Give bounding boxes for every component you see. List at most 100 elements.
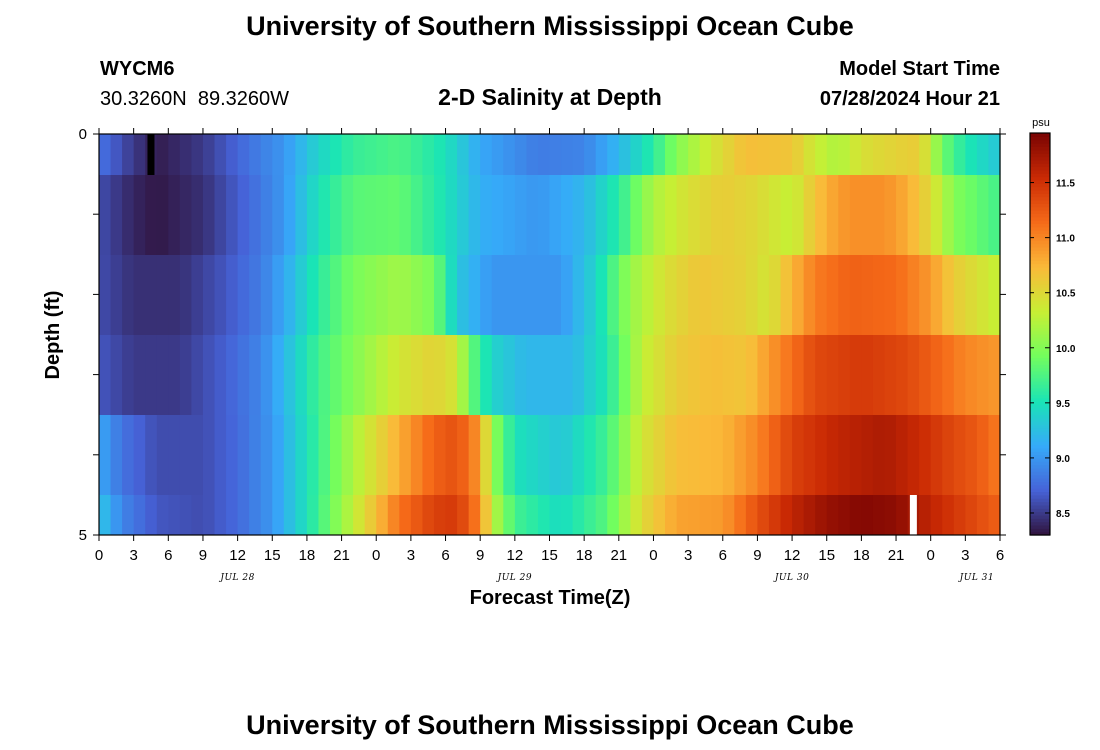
heatmap-cell <box>849 335 862 415</box>
figure-title: University of Southern Mississippi Ocean… <box>246 11 854 41</box>
heatmap-cell <box>480 495 493 535</box>
heatmap-cell <box>318 175 331 255</box>
heatmap-cell <box>341 175 354 255</box>
heatmap-cell <box>156 134 169 175</box>
heatmap-cell <box>942 255 955 335</box>
heatmap-cell <box>676 175 689 255</box>
colorbar-swatch <box>1030 149 1050 154</box>
heatmap-cell <box>457 255 470 335</box>
heatmap-cell <box>491 175 504 255</box>
colorbar-frame <box>1029 132 1051 536</box>
heatmap-cell <box>699 335 712 415</box>
x-tick-label: 3 <box>407 547 415 564</box>
heatmap-cell <box>364 415 377 495</box>
heatmap-cell <box>595 335 608 415</box>
heatmap-cell <box>179 134 193 175</box>
heatmap-cell <box>191 415 204 495</box>
heatmap-cell <box>838 134 851 175</box>
heatmap-cell <box>133 255 146 335</box>
colorbar-swatch <box>1030 417 1050 422</box>
colorbar-swatch <box>1030 394 1050 399</box>
x-tick-label: 0 <box>927 547 935 564</box>
heatmap-cell <box>930 255 943 335</box>
colorbar-swatch <box>1030 511 1050 516</box>
colorbar-swatch <box>1030 173 1050 178</box>
heatmap-cell <box>618 495 631 535</box>
heatmap-cell <box>884 415 897 495</box>
heatmap-cell <box>353 335 366 415</box>
heatmap-cell <box>202 134 216 175</box>
heatmap-cell <box>896 255 909 335</box>
heatmap-cell <box>976 335 990 415</box>
heatmap-cell <box>422 175 435 255</box>
heatmap-cell <box>722 415 735 495</box>
heatmap-cell <box>976 495 990 535</box>
heatmap-cell <box>295 175 308 255</box>
x-tick-label: 0 <box>95 547 103 564</box>
heatmap-cell <box>306 134 320 175</box>
colorbar-swatch <box>1030 334 1050 338</box>
colorbar-swatch <box>1030 521 1050 526</box>
colorbar-swatch <box>1030 203 1050 208</box>
x-tick-label: 9 <box>476 547 484 564</box>
colorbar-swatch <box>1030 317 1050 322</box>
heatmap-cell <box>953 335 966 415</box>
colorbar-swatch <box>1030 193 1050 198</box>
colorbar-swatch <box>1030 300 1050 305</box>
chart-subtitle: 2-D Salinity at Depth <box>438 84 662 110</box>
heatmap-cell <box>191 495 204 535</box>
heatmap-cell <box>514 255 527 335</box>
heatmap-cell <box>965 134 978 175</box>
heatmap-cell <box>745 175 759 255</box>
heatmap-cell <box>422 415 435 495</box>
heatmap-cell <box>792 134 805 175</box>
colorbar-swatch <box>1030 146 1050 151</box>
colorbar-tick-label: 11.5 <box>1056 179 1075 190</box>
heatmap-cell <box>133 175 146 255</box>
heatmap-cell <box>665 335 678 415</box>
heatmap-cell <box>872 175 886 255</box>
colorbar-swatch <box>1030 136 1050 141</box>
heatmap-cell <box>618 255 631 335</box>
heatmap-cell <box>711 175 724 255</box>
colorbar-swatch <box>1030 431 1050 436</box>
heatmap-cell <box>699 175 712 255</box>
heatmap-cell <box>826 255 839 335</box>
heatmap-cell <box>549 415 562 495</box>
heatmap-cell <box>214 335 227 415</box>
colorbar-swatch <box>1030 447 1050 452</box>
heatmap-cell <box>549 255 562 335</box>
heatmap-cell <box>838 175 851 255</box>
heatmap-cell <box>99 134 112 175</box>
heatmap-cell <box>283 335 296 415</box>
colorbar-swatch <box>1030 461 1050 466</box>
colorbar-swatch <box>1030 253 1050 258</box>
model-start-label: Model Start Time <box>839 58 1000 80</box>
colorbar-swatch <box>1030 220 1050 225</box>
heatmap-cell <box>399 255 412 335</box>
heatmap-cell <box>226 134 239 175</box>
heatmap-cell <box>283 495 296 535</box>
heatmap-cell <box>237 134 250 175</box>
heatmap-cell <box>861 495 874 535</box>
heatmap-cell <box>330 495 343 535</box>
heatmap-cell <box>803 255 816 335</box>
heatmap-cell <box>838 335 851 415</box>
heatmap-cell <box>607 134 620 175</box>
heatmap-cell <box>815 415 828 495</box>
heatmap-cell <box>792 175 805 255</box>
heatmap-cell <box>133 495 146 535</box>
heatmap-cell <box>665 255 678 335</box>
heatmap-cell <box>214 495 227 535</box>
heatmap-cell <box>376 335 389 415</box>
date-label: JUL 30 <box>773 573 809 583</box>
heatmap-cell <box>561 335 574 415</box>
heatmap-cell <box>884 175 897 255</box>
heatmap-cell <box>734 134 747 175</box>
heatmap-cell <box>537 134 551 175</box>
colorbar-swatch <box>1030 226 1050 231</box>
heatmap-cell <box>226 335 239 415</box>
colorbar-swatch <box>1030 273 1050 278</box>
heatmap-cell <box>780 335 793 415</box>
heatmap-cell <box>595 134 608 175</box>
